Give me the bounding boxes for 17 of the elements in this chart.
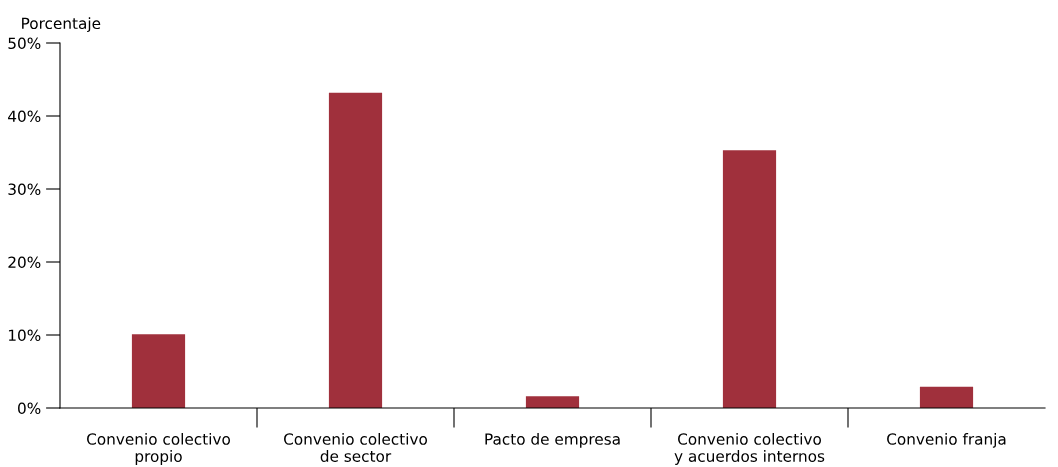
- bar: [525, 396, 580, 408]
- x-tick-label: Convenio colectivo de sector: [284, 433, 427, 462]
- x-tick-label: Convenio franja: [887, 433, 1006, 448]
- y-tick-label: 40%: [8, 110, 41, 123]
- y-axis-title: Porcentaje: [22, 17, 101, 33]
- y-tick-label: 0%: [18, 402, 41, 415]
- bar: [722, 150, 777, 408]
- y-tick-label: 10%: [8, 329, 41, 342]
- y-tick-label: 30%: [8, 183, 41, 196]
- bar: [919, 386, 974, 408]
- x-tick-label: Convenio colectivo propio: [87, 433, 230, 465]
- bar: [328, 92, 383, 408]
- y-tick-label: 20%: [8, 256, 41, 269]
- x-tick-label: Pacto de empresa: [485, 433, 620, 448]
- y-tick-label: 50%: [8, 37, 41, 50]
- bar: [131, 334, 186, 408]
- x-tick-label: Convenio colectivo y acuerdos internos: [674, 433, 825, 465]
